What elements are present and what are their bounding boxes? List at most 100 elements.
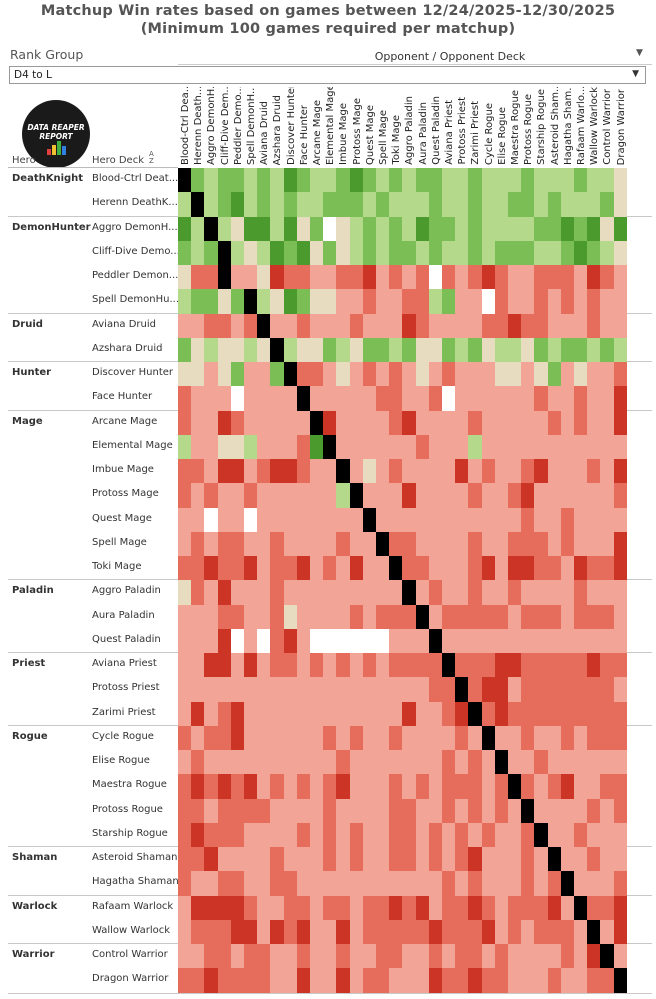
heatmap-cell[interactable] bbox=[283, 216, 297, 241]
heatmap-cell[interactable] bbox=[481, 386, 495, 411]
heatmap-cell[interactable] bbox=[257, 919, 271, 944]
heatmap-cell[interactable] bbox=[204, 677, 218, 702]
heatmap-cell[interactable] bbox=[283, 168, 297, 193]
heatmap-cell[interactable] bbox=[455, 677, 469, 702]
heatmap-cell[interactable] bbox=[560, 847, 574, 872]
heatmap-cell[interactable] bbox=[442, 362, 456, 387]
heatmap-cell[interactable] bbox=[455, 386, 469, 411]
heatmap-cell[interactable] bbox=[310, 798, 324, 823]
heatmap-cell[interactable] bbox=[204, 774, 218, 799]
heatmap-cell[interactable] bbox=[323, 871, 337, 896]
heatmap-cell[interactable] bbox=[560, 337, 574, 362]
heatmap-cell[interactable] bbox=[455, 701, 469, 726]
heatmap-cell[interactable] bbox=[204, 531, 218, 556]
heatmap-cell[interactable] bbox=[204, 556, 218, 581]
heatmap-cell[interactable] bbox=[613, 434, 627, 459]
heatmap-cell[interactable] bbox=[547, 701, 561, 726]
heatmap-cell[interactable] bbox=[494, 265, 508, 290]
heatmap-cell[interactable] bbox=[560, 774, 574, 799]
heatmap-cell[interactable] bbox=[402, 507, 416, 532]
heatmap-cell[interactable] bbox=[574, 701, 588, 726]
heatmap-cell[interactable] bbox=[178, 459, 192, 484]
heatmap-cell[interactable] bbox=[442, 434, 456, 459]
heatmap-cell[interactable] bbox=[244, 410, 258, 435]
heatmap-cell[interactable] bbox=[521, 265, 535, 290]
heatmap-cell[interactable] bbox=[508, 459, 522, 484]
heatmap-cell[interactable] bbox=[283, 362, 297, 387]
heatmap-cell[interactable] bbox=[534, 604, 548, 629]
heatmap-cell[interactable] bbox=[244, 628, 258, 653]
heatmap-cell[interactable] bbox=[415, 313, 429, 338]
heatmap-cell[interactable] bbox=[560, 653, 574, 678]
heatmap-cell[interactable] bbox=[508, 507, 522, 532]
heatmap-cell[interactable] bbox=[574, 871, 588, 896]
heatmap-cell[interactable] bbox=[230, 386, 244, 411]
heatmap-cell[interactable] bbox=[204, 968, 218, 993]
heatmap-cell[interactable] bbox=[230, 337, 244, 362]
heatmap-cell[interactable] bbox=[468, 919, 482, 944]
heatmap-cell[interactable] bbox=[376, 604, 390, 629]
heatmap-cell[interactable] bbox=[402, 289, 416, 314]
heatmap-cell[interactable] bbox=[336, 895, 350, 920]
heatmap-cell[interactable] bbox=[178, 265, 192, 290]
heatmap-cell[interactable] bbox=[481, 847, 495, 872]
heatmap-cell[interactable] bbox=[283, 677, 297, 702]
heatmap-cell[interactable] bbox=[560, 556, 574, 581]
heatmap-cell[interactable] bbox=[191, 459, 205, 484]
heatmap-cell[interactable] bbox=[455, 628, 469, 653]
heatmap-cell[interactable] bbox=[442, 313, 456, 338]
heatmap-cell[interactable] bbox=[494, 459, 508, 484]
heatmap-cell[interactable] bbox=[442, 168, 456, 193]
heatmap-cell[interactable] bbox=[587, 410, 601, 435]
heatmap-cell[interactable] bbox=[494, 701, 508, 726]
heatmap-cell[interactable] bbox=[415, 459, 429, 484]
heatmap-cell[interactable] bbox=[455, 725, 469, 750]
heatmap-cell[interactable] bbox=[455, 580, 469, 605]
heatmap-cell[interactable] bbox=[178, 604, 192, 629]
heatmap-cell[interactable] bbox=[204, 168, 218, 193]
heatmap-cell[interactable] bbox=[468, 410, 482, 435]
heatmap-cell[interactable] bbox=[442, 192, 456, 217]
heatmap-cell[interactable] bbox=[389, 386, 403, 411]
heatmap-cell[interactable] bbox=[310, 822, 324, 847]
heatmap-cell[interactable] bbox=[204, 750, 218, 775]
heatmap-cell[interactable] bbox=[270, 362, 284, 387]
heatmap-cell[interactable] bbox=[587, 919, 601, 944]
heatmap-cell[interactable] bbox=[508, 240, 522, 265]
heatmap-cell[interactable] bbox=[296, 556, 310, 581]
heatmap-cell[interactable] bbox=[494, 919, 508, 944]
heatmap-cell[interactable] bbox=[362, 483, 376, 508]
heatmap-cell[interactable] bbox=[296, 628, 310, 653]
heatmap-cell[interactable] bbox=[230, 313, 244, 338]
heatmap-cell[interactable] bbox=[270, 265, 284, 290]
heatmap-cell[interactable] bbox=[217, 168, 231, 193]
heatmap-cell[interactable] bbox=[244, 434, 258, 459]
heatmap-cell[interactable] bbox=[270, 798, 284, 823]
heatmap-cell[interactable] bbox=[442, 386, 456, 411]
heatmap-cell[interactable] bbox=[389, 653, 403, 678]
heatmap-cell[interactable] bbox=[534, 434, 548, 459]
heatmap-cell[interactable] bbox=[323, 968, 337, 993]
heatmap-cell[interactable] bbox=[244, 919, 258, 944]
heatmap-cell[interactable] bbox=[389, 968, 403, 993]
heatmap-cell[interactable] bbox=[587, 944, 601, 969]
heatmap-cell[interactable] bbox=[257, 410, 271, 435]
heatmap-cell[interactable] bbox=[296, 216, 310, 241]
heatmap-cell[interactable] bbox=[204, 289, 218, 314]
heatmap-cell[interactable] bbox=[442, 337, 456, 362]
heatmap-cell[interactable] bbox=[296, 677, 310, 702]
heatmap-cell[interactable] bbox=[376, 556, 390, 581]
heatmap-cell[interactable] bbox=[547, 774, 561, 799]
heatmap-cell[interactable] bbox=[481, 337, 495, 362]
heatmap-cell[interactable] bbox=[574, 944, 588, 969]
rank-group-select[interactable]: D4 to L ▼ bbox=[9, 66, 646, 84]
heatmap-cell[interactable] bbox=[178, 871, 192, 896]
heatmap-cell[interactable] bbox=[402, 483, 416, 508]
heatmap-cell[interactable] bbox=[442, 240, 456, 265]
heatmap-cell[interactable] bbox=[362, 604, 376, 629]
heatmap-cell[interactable] bbox=[442, 556, 456, 581]
heatmap-cell[interactable] bbox=[283, 192, 297, 217]
heatmap-cell[interactable] bbox=[257, 507, 271, 532]
heatmap-cell[interactable] bbox=[428, 362, 442, 387]
heatmap-cell[interactable] bbox=[270, 507, 284, 532]
